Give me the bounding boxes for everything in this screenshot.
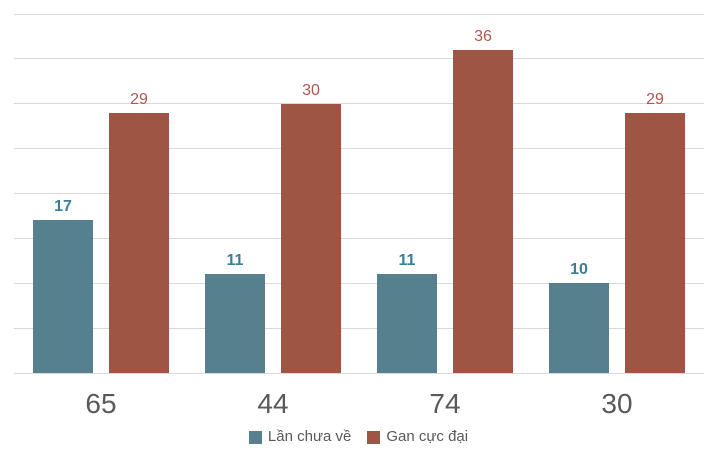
legend-item: Gan cực đại bbox=[367, 428, 468, 446]
category-label: 30 bbox=[601, 388, 633, 419]
bar-series1-cat74 bbox=[377, 274, 437, 373]
category-label: 65 bbox=[85, 388, 117, 419]
data-label: 36 bbox=[474, 27, 492, 45]
legend: Lần chưa về Gan cực đại bbox=[0, 428, 717, 446]
legend-label: Lần chưa về bbox=[267, 428, 352, 445]
bar-series2-cat44 bbox=[281, 103, 341, 373]
bar-series1-cat44 bbox=[205, 274, 265, 373]
legend-swatch-icon bbox=[367, 430, 381, 444]
legend-item: Lần chưa về bbox=[248, 428, 352, 446]
x-axis-line bbox=[14, 372, 704, 374]
data-label: 11 bbox=[398, 252, 416, 270]
bar-series1-cat30 bbox=[549, 283, 609, 373]
bar-series1-cat65 bbox=[33, 220, 93, 373]
gridline bbox=[14, 13, 704, 15]
data-label: 11 bbox=[226, 252, 244, 270]
gridline bbox=[14, 193, 704, 194]
category-label: 74 bbox=[429, 388, 461, 419]
bar-series2-cat65 bbox=[109, 112, 169, 373]
bar-series2-cat30 bbox=[625, 112, 685, 373]
data-label: 30 bbox=[302, 81, 320, 99]
legend-swatch-icon bbox=[248, 430, 262, 444]
gridline bbox=[14, 103, 704, 105]
data-label: 29 bbox=[130, 90, 148, 108]
legend-label: Gan cực đại bbox=[386, 428, 469, 445]
data-label: 17 bbox=[54, 198, 72, 216]
data-label: 10 bbox=[570, 261, 588, 279]
gridline bbox=[14, 282, 704, 284]
bar-series2-cat74 bbox=[453, 49, 513, 373]
gridline bbox=[14, 327, 704, 329]
gridline bbox=[14, 237, 704, 239]
data-label: 29 bbox=[646, 90, 664, 108]
gridline bbox=[14, 148, 704, 150]
gridline bbox=[14, 58, 704, 60]
category-label: 44 bbox=[257, 388, 289, 419]
